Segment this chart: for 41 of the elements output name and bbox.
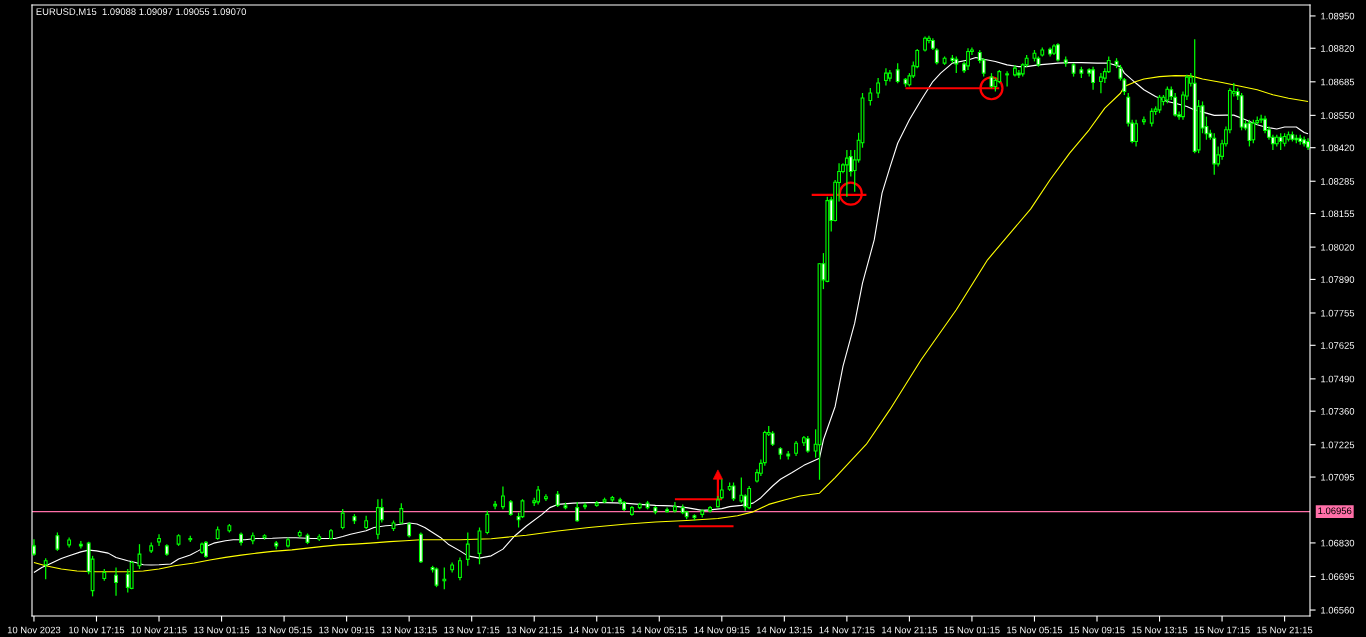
y-tick-label: 1.07890 [1321,276,1355,283]
x-tick-label: 13 Nov 13:15 [381,626,437,634]
ref-line-label: 1.06956 [1318,507,1352,515]
x-tick-label: 15 Nov 05:15 [1007,626,1063,634]
y-tick-label: 1.07490 [1321,375,1355,383]
y-tick-label: 1.08550 [1321,112,1355,119]
y-tick-label: 1.06695 [1321,573,1355,580]
y-tick-label: 1.08285 [1321,178,1355,185]
y-tick-label: 1.08820 [1321,45,1355,52]
x-tick-label: 13 Nov 17:15 [444,626,500,634]
chart-title: EURUSD,M15 1.09088 1.09097 1.09055 1.09070 [36,8,247,17]
x-tick-label: 15 Nov 17:15 [1194,626,1250,634]
x-tick-label: 14 Nov 05:15 [631,626,687,634]
y-tick-label: 1.08420 [1321,144,1355,152]
x-tick-label: 14 Nov 17:15 [819,626,875,634]
y-tick-label: 1.07225 [1321,441,1355,449]
x-tick-label: 13 Nov 01:15 [194,626,250,634]
x-tick-label: 14 Nov 13:15 [756,626,813,634]
x-tick-label: 14 Nov 01:15 [569,626,625,634]
y-tick-label: 1.07755 [1321,309,1355,317]
y-tick-label: 1.07095 [1321,473,1355,481]
x-tick-label: 15 Nov 21:15 [1257,626,1313,634]
x-tick-label: 15 Nov 13:15 [1132,626,1188,634]
y-tick-label: 1.08950 [1321,12,1355,20]
y-tick-label: 1.06830 [1321,539,1355,547]
y-tick-label: 1.06560 [1321,606,1355,614]
x-tick-label: 14 Nov 09:15 [694,626,750,634]
x-tick-label: 13 Nov 09:15 [319,626,375,634]
y-tick-label: 1.07625 [1321,342,1355,349]
x-tick-label: 10 Nov 17:15 [69,626,125,634]
x-tick-label: 10 Nov 2023 [7,626,61,634]
x-tick-label: 14 Nov 21:15 [882,626,938,634]
x-tick-label: 13 Nov 21:15 [506,626,562,634]
y-tick-label: 1.08020 [1321,243,1355,251]
y-tick-label: 1.08155 [1321,210,1355,218]
y-tick-label: 1.07360 [1321,408,1355,415]
x-tick-label: 15 Nov 09:15 [1069,626,1125,634]
y-tick-label: 1.08685 [1321,78,1355,86]
x-tick-label: 15 Nov 01:15 [944,626,1000,634]
x-tick-label: 10 Nov 21:15 [131,626,187,634]
x-tick-label: 13 Nov 05:15 [256,626,312,634]
